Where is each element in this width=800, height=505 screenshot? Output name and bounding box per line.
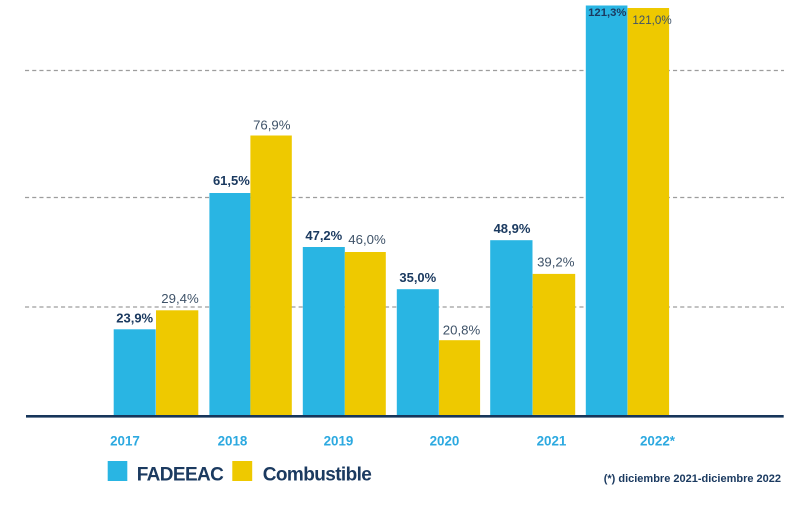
svg-text:61,5%: 61,5% [213, 173, 250, 188]
svg-text:48,9%: 48,9% [494, 221, 531, 236]
svg-text:39,2%: 39,2% [537, 255, 575, 270]
svg-text:FADEEAC: FADEEAC [137, 464, 224, 485]
svg-text:47,2%: 47,2% [305, 228, 342, 243]
svg-text:2020: 2020 [430, 434, 460, 449]
svg-text:Combustible: Combustible [263, 464, 371, 485]
svg-text:20,8%: 20,8% [443, 323, 481, 338]
svg-text:2019: 2019 [324, 434, 354, 449]
svg-text:29,4%: 29,4% [161, 291, 199, 306]
svg-text:46,0%: 46,0% [348, 232, 386, 247]
svg-text:76,9%: 76,9% [253, 118, 291, 133]
svg-text:121,3%: 121,3% [588, 7, 626, 19]
svg-text:2021: 2021 [537, 434, 567, 449]
svg-text:2017: 2017 [110, 434, 140, 449]
svg-text:35,0%: 35,0% [399, 270, 436, 285]
svg-text:121,0%: 121,0% [632, 14, 671, 27]
svg-text:23,9%: 23,9% [116, 311, 153, 326]
svg-text:2018: 2018 [218, 434, 248, 449]
svg-text:2022*: 2022* [640, 434, 676, 449]
svg-text:(*) diciembre 2021-diciembre 2: (*) diciembre 2021-diciembre 2022 [604, 473, 781, 485]
